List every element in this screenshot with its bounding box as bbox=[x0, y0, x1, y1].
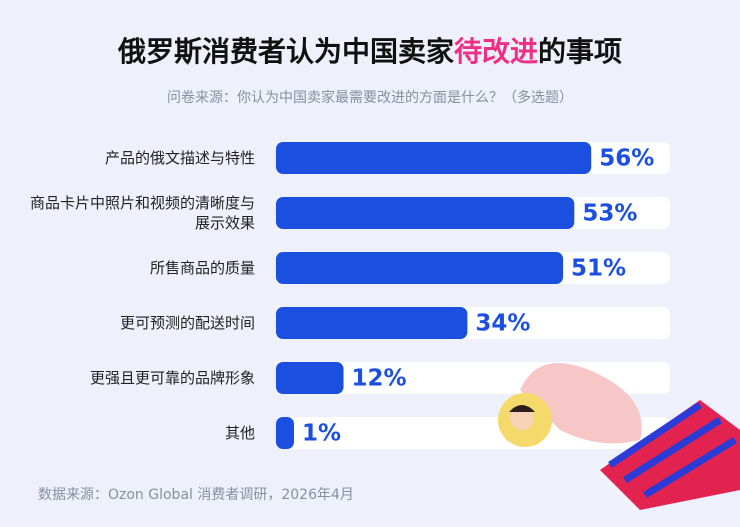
bar bbox=[276, 197, 575, 229]
title-highlight: 待改进 bbox=[453, 35, 538, 68]
bar bbox=[276, 362, 344, 394]
category-label: 更可预测的配送时间 bbox=[119, 314, 255, 332]
chart-title: 俄罗斯消费者认为中国卖家待改进的事项 bbox=[0, 30, 740, 70]
value-label: 53% bbox=[582, 201, 637, 227]
category-label: 商品卡片中照片和视频的清晰度与展示效果 bbox=[30, 194, 256, 232]
bar bbox=[276, 417, 294, 449]
bar bbox=[276, 142, 592, 174]
subtitle: 问卷来源：你认为中国卖家最需要改进的方面是什么？（多选题） bbox=[167, 90, 573, 106]
source-note: 数据来源：Ozon Global 消费者调研，2026年4月 bbox=[38, 487, 354, 503]
title-part: 俄罗斯消费者认为中国卖家 bbox=[117, 35, 454, 68]
bar bbox=[276, 307, 468, 339]
title-part: 的事项 bbox=[538, 35, 623, 68]
hand-decoration bbox=[498, 363, 740, 510]
category-label: 产品的俄文描述与特性 bbox=[104, 149, 255, 167]
value-label: 56% bbox=[599, 146, 654, 172]
value-label: 34% bbox=[475, 311, 530, 337]
category-label: 更强且更可靠的品牌形象 bbox=[89, 369, 255, 387]
category-label: 所售商品的质量 bbox=[149, 259, 255, 277]
category-label: 其他 bbox=[224, 424, 255, 442]
value-label: 51% bbox=[571, 256, 626, 282]
value-label: 1% bbox=[302, 421, 341, 447]
bar bbox=[276, 252, 564, 284]
value-label: 12% bbox=[352, 366, 407, 392]
